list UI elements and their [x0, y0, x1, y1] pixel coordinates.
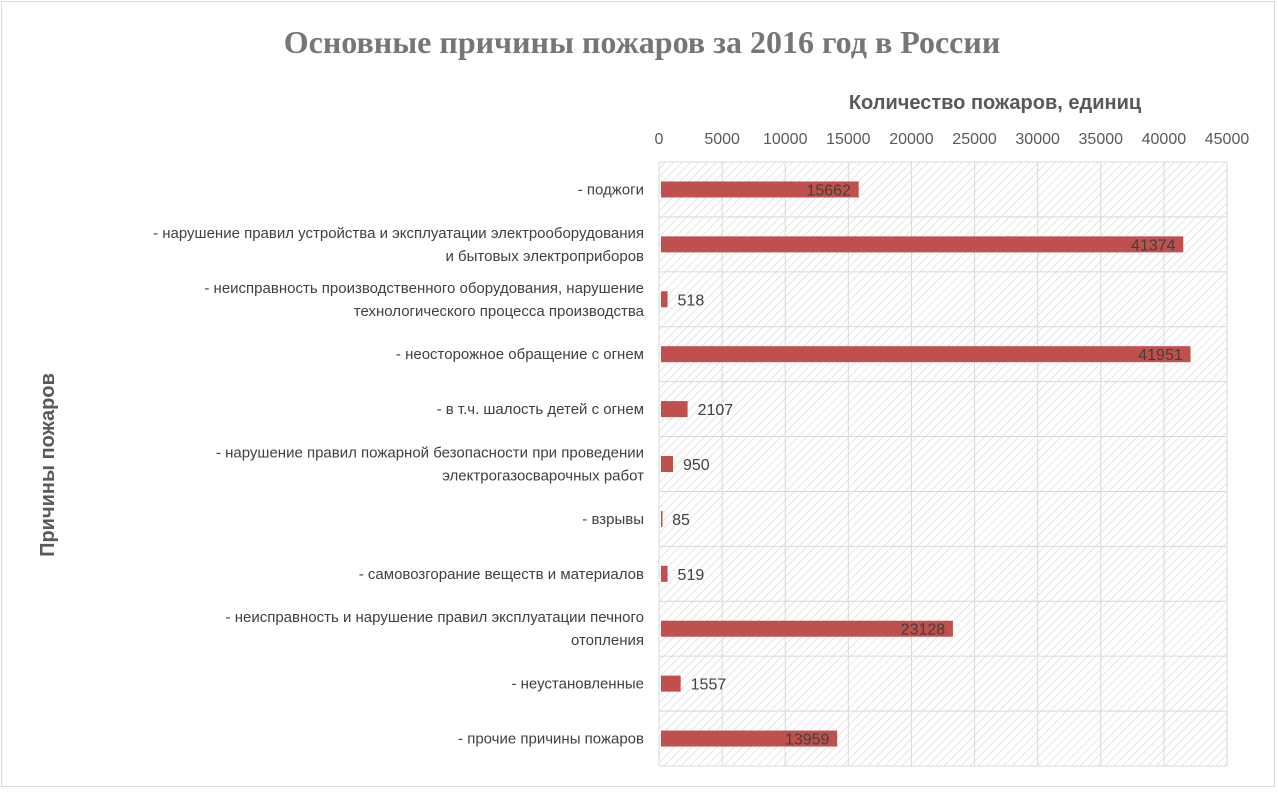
data-label: 13959: [785, 732, 830, 749]
category-label: - самовозгорание веществ и материалов: [359, 566, 644, 583]
plot-area: [659, 162, 1227, 766]
category-label: - нарушение правил устройства и эксплуат…: [153, 225, 644, 242]
x-tick-label: 10000: [763, 131, 808, 148]
x-tick-labels: 0 5000 10000 15000 20000 25000 30000 35000 40000…: [655, 131, 1250, 148]
data-label: 950: [683, 457, 710, 474]
x-tick-label: 25000: [952, 131, 997, 148]
bar: [661, 730, 838, 747]
category-label: электрогазосварочных работ: [442, 468, 644, 485]
category-label: - поджоги: [578, 181, 644, 198]
bar: [661, 401, 688, 418]
bar: [661, 510, 663, 527]
data-label: 15662: [806, 182, 851, 199]
bar: [661, 565, 668, 582]
bar: [661, 291, 668, 308]
x-tick-label: 0: [655, 131, 664, 148]
data-label: 41374: [1131, 237, 1176, 254]
bars: [661, 181, 1191, 747]
chart-title: Основные причины пожаров за 2016 год в Р…: [284, 24, 1001, 60]
x-tick-label: 40000: [1142, 131, 1187, 148]
category-label: - взрывы: [582, 511, 644, 528]
bar: [661, 236, 1184, 253]
bar: [661, 675, 681, 692]
data-labels: 15662 41374 518 41951 2107 950 85 519 23128 1557 1…: [672, 182, 1183, 748]
category-label: - неисправность и нарушение правил экспл…: [226, 609, 644, 626]
data-label: 518: [678, 292, 705, 309]
category-label: - в т.ч. шалость детей с огнем: [437, 401, 644, 418]
x-tick-label: 45000: [1205, 131, 1250, 148]
bar: [661, 620, 953, 637]
x-axis-title: Количество пожаров, единиц: [849, 92, 1142, 114]
category-label: - прочие причины пожаров: [458, 731, 644, 748]
x-tick-label: 30000: [1015, 131, 1060, 148]
category-label: - неустановленные: [511, 676, 644, 693]
data-label: 23128: [901, 622, 946, 639]
x-tick-label: 15000: [826, 131, 871, 148]
data-label: 519: [678, 567, 705, 584]
data-label: 41951: [1138, 347, 1183, 364]
data-label: 1557: [691, 677, 727, 694]
gridlines: [658, 161, 1228, 767]
category-labels: - поджоги - нарушение правил устройства и…: [153, 181, 645, 747]
category-label: - неисправность производственного оборуд…: [204, 280, 644, 297]
x-tick-label: 35000: [1079, 131, 1124, 148]
bar: [661, 346, 1191, 363]
bar: [661, 181, 859, 198]
y-axis-title: Причины пожаров: [37, 373, 59, 557]
x-tick-label: 20000: [889, 131, 934, 148]
category-label: технологического процесса производства: [354, 303, 645, 320]
bar: [661, 456, 673, 472]
data-label: 2107: [698, 402, 734, 419]
x-tick-label: 5000: [704, 131, 740, 148]
category-label: - нарушение правил пожарной безопасности…: [216, 445, 644, 462]
data-label: 85: [672, 512, 690, 529]
category-label: отопления: [571, 632, 644, 649]
category-label: - неосторожное обращение с огнем: [396, 346, 644, 363]
category-label: и бытовых электроприборов: [445, 248, 644, 265]
